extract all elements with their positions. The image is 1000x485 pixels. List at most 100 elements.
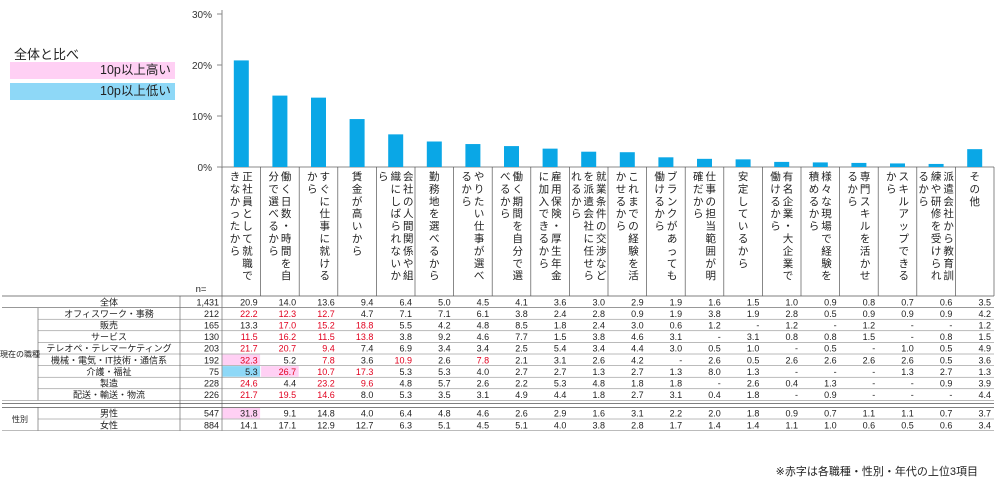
svg-text:ら: ら: [390, 221, 401, 233]
cell-value: 3.5: [438, 390, 451, 400]
cell-value: 0.6: [670, 321, 683, 331]
cell-value: 21.7: [240, 390, 258, 400]
bar: [465, 144, 481, 167]
svg-text:派: 派: [583, 183, 594, 195]
svg-text:現: 現: [821, 208, 832, 220]
cell-value: 0.5: [824, 344, 837, 354]
cell-value: 7.7: [515, 332, 528, 342]
cell-value: 0.5: [901, 420, 914, 430]
cell-value: 2.2: [515, 379, 528, 389]
cell-value: 2.4: [554, 309, 567, 319]
category-label: 派遣会社から教育訓練や研修を受けられるから派遣会社から教育訓練や研修を受けられる…: [918, 170, 954, 282]
cell-value: 4.8: [592, 379, 605, 389]
cell-value: 6.4: [399, 297, 412, 307]
cell-value: -: [834, 321, 837, 331]
cell-highlight-high: [261, 366, 299, 377]
cell-value: 0.9: [940, 309, 953, 319]
cell-value: 4.4: [978, 390, 991, 400]
cell-value: 21.7: [240, 344, 258, 354]
svg-text:担: 担: [706, 208, 717, 220]
cell-value: 1.8: [670, 379, 683, 389]
cell-value: 3.0: [670, 344, 683, 354]
svg-text:加: 加: [539, 183, 550, 195]
svg-text:ス: ス: [899, 171, 910, 183]
table-row: 全体 1,431 20.9 14.0 13.6 9.4 6.4 5.0 4.5 4.1 3.6 3.0…: [2, 296, 994, 309]
svg-text:金: 金: [551, 269, 562, 282]
svg-text:就: 就: [320, 244, 331, 257]
svg-text:か: か: [461, 183, 472, 195]
bar: [658, 157, 674, 167]
svg-text:か: か: [847, 183, 858, 195]
svg-text:い: い: [738, 221, 749, 233]
svg-text:で: で: [628, 208, 639, 220]
svg-text:き: き: [899, 258, 910, 270]
bar: [697, 158, 712, 167]
category-label: 就業条件の交渉などを派遣会社に任せられるから就業条件の交渉などを派遣会社に任せら…: [571, 170, 607, 282]
svg-text:を: を: [513, 221, 524, 233]
svg-text:ら: ら: [429, 270, 440, 282]
cell-value: 1.8: [747, 390, 760, 400]
cell-value: -: [834, 367, 837, 377]
svg-text:大: 大: [783, 232, 794, 245]
cell-value: 3.0: [631, 321, 644, 331]
cell-value: 1.9: [747, 309, 760, 319]
svg-text:交: 交: [596, 232, 607, 245]
cell-value: 0.6: [863, 420, 876, 430]
cell-value: 0.9: [824, 297, 837, 307]
svg-text:ク: ク: [667, 208, 678, 220]
svg-text:社: 社: [242, 182, 253, 195]
svg-text:ら: ら: [847, 196, 858, 208]
svg-text:や: や: [474, 171, 485, 183]
category-label: スキルアップできるからスキルアップできるから: [886, 171, 910, 282]
svg-text:る: る: [809, 196, 820, 208]
cell-value: 3.1: [670, 332, 683, 342]
svg-text:て: て: [738, 208, 749, 220]
svg-text:ら: ら: [693, 208, 704, 220]
y-tick-label: 30%: [192, 10, 212, 21]
svg-text:ラ: ラ: [667, 183, 678, 195]
cell-value: 14.8: [317, 409, 335, 419]
svg-text:会: 会: [403, 170, 414, 183]
cell-value: 9.2: [438, 332, 451, 342]
category-label: 安定しているから安定しているから: [738, 170, 749, 270]
row-n: 203: [204, 344, 219, 354]
cell-value: 1.9: [670, 297, 683, 307]
svg-text:範: 範: [706, 232, 717, 245]
svg-text:教: 教: [943, 244, 954, 257]
category-labels: 正社員として就職できなかったから正社員として就職できなかったから働く日数・時間を…: [221, 167, 995, 296]
svg-text:せ: せ: [583, 258, 594, 270]
svg-text:が: が: [352, 195, 363, 208]
row-label: 全体: [100, 296, 118, 307]
cell-value: 5.5: [399, 321, 412, 331]
svg-text:ど: ど: [596, 270, 607, 282]
svg-text:ら: ら: [352, 245, 363, 257]
cell-value: 1.0: [901, 344, 914, 354]
cell-value: 1.3: [824, 379, 837, 389]
cell-value: 1.5: [554, 332, 567, 342]
svg-text:年: 年: [551, 257, 562, 270]
svg-text:験: 験: [821, 257, 832, 270]
row-label: 男性: [100, 408, 118, 419]
cell-value: 12.7: [356, 420, 374, 430]
cell-value: 0.7: [940, 409, 953, 419]
svg-text:め: め: [809, 183, 820, 195]
svg-text:に: に: [539, 171, 550, 183]
cell-value: 2.7: [631, 367, 644, 377]
svg-text:用: 用: [551, 183, 562, 195]
bar: [581, 151, 597, 167]
svg-text:べ: べ: [500, 171, 511, 183]
svg-text:る: る: [847, 171, 858, 183]
cell-value: -: [872, 390, 875, 400]
svg-text:人: 人: [403, 208, 414, 220]
cell-value: 9.6: [361, 379, 374, 389]
cell-value: -: [872, 367, 875, 377]
cell-value: -: [718, 332, 721, 342]
svg-text:け: け: [931, 245, 942, 257]
svg-text:働: 働: [281, 170, 292, 183]
svg-text:を: を: [429, 208, 440, 220]
svg-text:・: ・: [551, 221, 562, 233]
cell-value: 2.6: [747, 379, 760, 389]
cell-value: 5.3: [438, 367, 451, 377]
svg-text:ル: ル: [899, 196, 910, 208]
svg-text:当: 当: [706, 220, 717, 233]
